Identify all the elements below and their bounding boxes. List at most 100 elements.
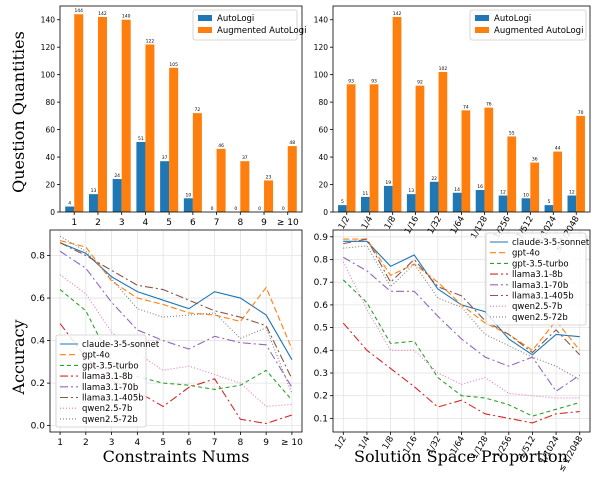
bar-value-label: 102	[439, 66, 448, 72]
series-line-gpt-4o	[343, 238, 581, 352]
bar-value-label: 12	[500, 190, 506, 196]
legend-label: gpt-4o	[82, 351, 110, 361]
x-tick-label: 1/2	[333, 435, 349, 452]
bar-value-label: 10	[523, 192, 529, 198]
legend-label: llama3.1-8b	[512, 270, 563, 280]
y-tick-label: 0	[323, 208, 328, 217]
series-line-llama3.1-70b	[343, 256, 581, 392]
bar-value-label: 13	[91, 188, 97, 194]
axes-frame	[59, 5, 303, 213]
x-tick-label: 1/16	[403, 215, 421, 237]
bar-value-label: 0	[234, 206, 237, 212]
legend-label: Augmented AutoLogi	[494, 26, 583, 36]
bar-autologi-4	[160, 161, 170, 212]
shared-y-label-top: Question Quantities	[9, 31, 28, 193]
legend-swatch	[198, 27, 212, 33]
x-tick-label: 1/2	[337, 215, 353, 232]
series-line-llama3.1-8b	[342, 322, 580, 424]
x-tick-label: 9	[263, 438, 269, 448]
bar-autologi-5	[452, 192, 462, 212]
bar-augmented-5	[461, 110, 471, 212]
y-tick-label: 0.6	[314, 301, 329, 311]
y-tick-label: 60	[45, 126, 55, 135]
bar-autologi-1	[360, 196, 370, 212]
bar-value-label: 22	[431, 176, 437, 182]
legend-label: qwen2.5-7b	[82, 404, 132, 414]
bar-value-label: 74	[463, 104, 469, 110]
legend-swatch	[198, 15, 212, 21]
legend-label: gpt-3.5-turbo	[512, 259, 569, 269]
y-tick-label: 0.1	[314, 414, 328, 424]
bar-autologi-9	[544, 205, 554, 212]
bar-value-label: 142	[393, 11, 402, 17]
bar-value-label: 70	[578, 110, 584, 116]
series-line-qwen2.5-72b	[343, 245, 580, 381]
series-line-llama3.1-405b	[59, 242, 293, 380]
x-tick-label: ≥ 10	[277, 218, 299, 228]
bar-value-label: 46	[218, 143, 224, 149]
bar-augmented-3	[145, 44, 155, 213]
bar-value-label: 48	[289, 140, 295, 146]
bar-value-label: 144	[74, 8, 83, 14]
bar-value-label: 36	[532, 157, 538, 163]
legend-label: AutoLogi	[217, 14, 254, 24]
y-tick-label: 20	[318, 181, 328, 190]
y-tick-label: 0	[50, 208, 55, 217]
bar-value-label: 19	[385, 180, 391, 186]
bar-value-label: 4	[68, 201, 71, 207]
bar-autologi-10	[567, 195, 577, 212]
bar-augmented-1	[97, 16, 107, 212]
bar-value-label: 12	[569, 190, 575, 196]
bar-augmented-8	[264, 180, 274, 212]
legend-label: qwen2.5-7b	[512, 302, 562, 312]
bar-value-label: 37	[242, 155, 248, 161]
x-tick-label: 3	[109, 438, 115, 448]
x-tick-label: 4	[134, 438, 140, 448]
bar-augmented-7	[240, 161, 250, 212]
shared-y-label-bottom: Accuracy	[9, 320, 28, 396]
chart-bottom-left: 0.0 0.2 0.4 0.6 0.8 1 2 3 4 5 6 7 8 9 ≥ 10 Constraints …	[31, 229, 303, 466]
bar-value-label: 44	[555, 146, 561, 152]
bar-value-label: 16	[477, 184, 483, 190]
series-line-gpt-4o	[59, 240, 293, 350]
x-tick-label: 7	[212, 438, 218, 448]
legend-label: llama3.1-70b	[82, 383, 138, 393]
legend-box	[192, 9, 298, 41]
x-tick-label: 7	[214, 218, 220, 228]
y-tick-label: 40	[45, 153, 55, 162]
bar-autologi-0	[65, 206, 75, 212]
chart-bottom-right: 0.10.20.30.40.50.60.70.80.91/2 1/4 1/8 1/16…	[314, 229, 591, 474]
legend-box	[55, 334, 147, 428]
bar-augmented-2	[392, 16, 402, 212]
bar-value-label: 55	[509, 130, 515, 136]
bar-value-label: 5	[547, 199, 550, 205]
bar-value-label: 140	[122, 14, 131, 20]
x-tick-label: 5	[160, 438, 166, 448]
bar-value-label: 0	[258, 206, 261, 212]
x-tick-label: 1	[57, 438, 63, 448]
axes-frame	[49, 229, 303, 433]
bar-value-label: 0	[282, 206, 285, 212]
x-tick-label: 1/64	[449, 215, 467, 237]
bar-augmented-9	[553, 151, 563, 212]
bar-autologi-5	[183, 198, 193, 212]
y-tick-label: 0.6	[31, 294, 46, 304]
x-tick-label: 3	[119, 218, 125, 228]
y-tick-label: 20	[45, 181, 55, 190]
legend: claude-3-5-sonnetgpt-4ogpt-3.5-turbollam…	[55, 334, 160, 428]
bar-value-label: 5	[341, 199, 344, 205]
bar-value-label: 10	[185, 192, 191, 198]
bar-autologi-1	[88, 194, 98, 212]
bar-augmented-6	[216, 148, 226, 212]
bar-augmented-8	[530, 162, 540, 212]
y-tick-label: 0.2	[314, 392, 328, 402]
y-tick-label: 0.5	[314, 324, 328, 334]
y-tick-label: 0.7	[314, 278, 328, 288]
bar-autologi-3	[136, 141, 146, 212]
bar-autologi-0	[338, 205, 347, 212]
bar-value-label: 93	[348, 78, 354, 84]
bar-value-label: 93	[371, 78, 377, 84]
legend-label: Augmented AutoLogi	[217, 26, 306, 36]
chart-top-right: 5 11 19 13 22 14 16 12 10 5 12 93 93 142 92 102 74 76 55 36…	[314, 5, 591, 254]
legend-label: qwen2.5-72b	[82, 415, 138, 425]
